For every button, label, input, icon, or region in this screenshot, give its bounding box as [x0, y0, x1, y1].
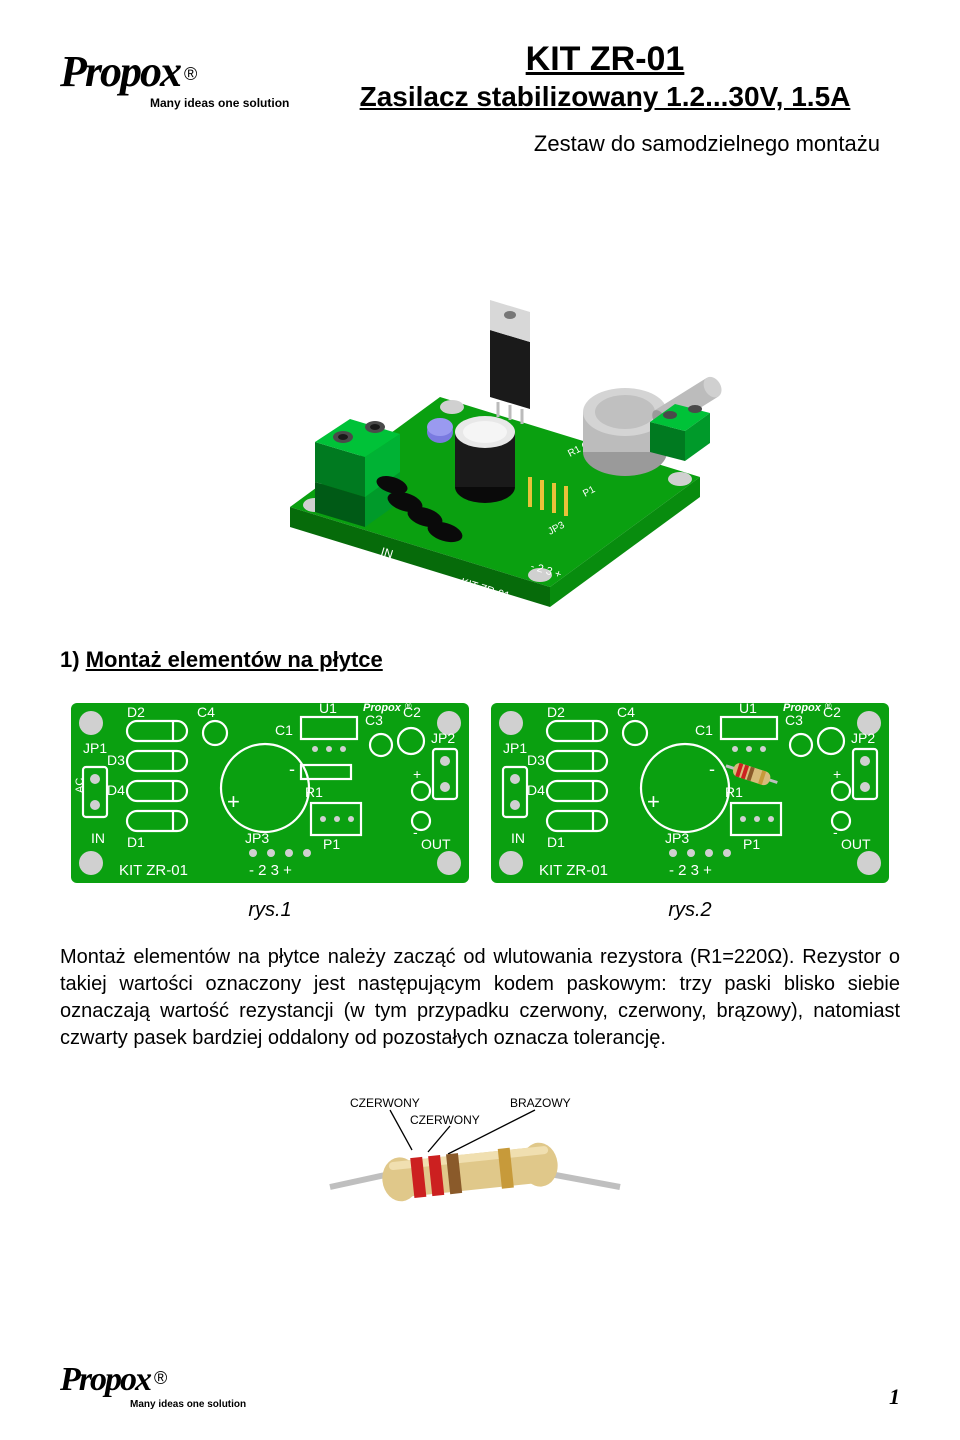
pcb-rys2: +- JP1D2D3D4D1 C4C1U1R1P1 C3C2JP2JP3 INO…	[485, 693, 895, 893]
svg-text:Propox: Propox	[783, 702, 822, 714]
svg-text:C4: C4	[197, 704, 215, 720]
svg-text:C4: C4	[617, 704, 635, 720]
svg-text:+: +	[413, 766, 421, 782]
svg-text:C1: C1	[695, 722, 713, 738]
svg-text:P1: P1	[743, 836, 760, 852]
svg-text:JP1: JP1	[503, 740, 527, 756]
svg-text:D2: D2	[127, 704, 145, 720]
svg-text:C3: C3	[365, 712, 383, 728]
svg-text:D4: D4	[527, 782, 545, 798]
caption-rys1: rys.1	[248, 899, 291, 922]
kit-title: KIT ZR-01	[310, 40, 900, 79]
svg-text:KIT ZR-01: KIT ZR-01	[119, 862, 188, 879]
svg-text:IN: IN	[91, 830, 105, 846]
footer-registered-icon: ®	[154, 1368, 167, 1388]
svg-text:C1: C1	[275, 722, 293, 738]
svg-text:JP1: JP1	[83, 740, 107, 756]
svg-text:®: ®	[405, 701, 412, 711]
svg-text:D4: D4	[107, 782, 125, 798]
svg-text:- 2 3 +: - 2 3 +	[249, 862, 292, 879]
svg-text:U1: U1	[319, 700, 337, 716]
brand-name: Propox	[60, 47, 180, 96]
svg-text:D1: D1	[127, 834, 145, 850]
label-czerwony-2: CZERWONY	[410, 1113, 480, 1127]
svg-text:- 2 3 +: - 2 3 +	[669, 862, 712, 879]
pcb-3d-svg: IN KIT ZR-01 - 2 3 + JP3 P1 R1 C3 C4	[230, 187, 730, 607]
svg-text:JP2: JP2	[851, 730, 875, 746]
svg-text:R1: R1	[725, 784, 743, 800]
svg-text:D2: D2	[547, 704, 565, 720]
svg-text:Propox: Propox	[363, 702, 402, 714]
hero-3d-render: IN KIT ZR-01 - 2 3 + JP3 P1 R1 C3 C4	[60, 187, 900, 607]
section-title-text: Montaż elementów na płytce	[86, 647, 383, 672]
caption-rys2: rys.2	[668, 899, 711, 922]
svg-text:+: +	[833, 766, 841, 782]
footer-logo: Propox® Many ideas one solution	[60, 1353, 260, 1410]
label-czerwony-1: CZERWONY	[350, 1096, 420, 1110]
page-header: Propox® Many ideas one solution KIT ZR-0…	[60, 40, 900, 157]
kit-subtitle: Zasilacz stabilizowany 1.2...30V, 1.5A	[310, 81, 900, 113]
svg-text:IN: IN	[379, 544, 395, 561]
brand-logo: Propox® Many ideas one solution	[60, 40, 310, 110]
figure-captions: rys.1 rys.2	[60, 899, 900, 922]
title-block: KIT ZR-01 Zasilacz stabilizowany 1.2...3…	[310, 40, 900, 157]
svg-text:+: +	[647, 789, 660, 814]
svg-text:D3: D3	[107, 752, 125, 768]
svg-text:-: -	[289, 759, 295, 779]
label-brazowy: BRAZOWY	[510, 1096, 571, 1110]
svg-text:JP3: JP3	[245, 830, 269, 846]
svg-text:R1: R1	[305, 784, 323, 800]
svg-text:-: -	[709, 759, 715, 779]
svg-text:JP2: JP2	[431, 730, 455, 746]
svg-text:+: +	[227, 789, 240, 814]
svg-text:U1: U1	[739, 700, 757, 716]
resistor-color-figure: CZERWONY CZERWONY BRAZOWY	[60, 1092, 900, 1222]
svg-text:D1: D1	[547, 834, 565, 850]
svg-text:JP3: JP3	[665, 830, 689, 846]
page-number: 1	[889, 1384, 900, 1410]
pcb-rys1: +- JP1D2D3D4D1 C4C1U1R1P1 C3C2JP2JP3 INO…	[65, 693, 475, 893]
brand-tagline: Many ideas one solution	[150, 96, 310, 110]
section-1-paragraph: Montaż elementów na płytce należy zacząć…	[60, 944, 900, 1052]
kit-description: Zestaw do samodzielnego montażu	[310, 131, 900, 157]
section-number: 1)	[60, 647, 80, 672]
svg-text:IN: IN	[511, 830, 525, 846]
pcb-figures-row: +- JP1D2D3D4D1 C4C1U1R1P1 C3C2JP2JP3 INO…	[60, 693, 900, 893]
page-footer: Propox® Many ideas one solution 1	[60, 1353, 900, 1410]
svg-text:KIT ZR-01: KIT ZR-01	[539, 862, 608, 879]
section-1-heading: 1) Montaż elementów na płytce	[60, 647, 900, 673]
svg-text:AC: AC	[74, 778, 86, 793]
svg-text:P1: P1	[323, 836, 340, 852]
svg-text:C3: C3	[785, 712, 803, 728]
svg-text:OUT: OUT	[421, 836, 451, 852]
svg-text:®: ®	[825, 701, 832, 711]
svg-text:-: -	[833, 824, 838, 840]
svg-text:-: -	[413, 824, 418, 840]
registered-icon: ®	[184, 64, 197, 84]
footer-tagline: Many ideas one solution	[130, 1399, 260, 1410]
resistor-svg: CZERWONY CZERWONY BRAZOWY	[320, 1092, 640, 1222]
svg-text:OUT: OUT	[841, 836, 871, 852]
svg-text:D3: D3	[527, 752, 545, 768]
footer-brand-name: Propox	[60, 1361, 150, 1398]
